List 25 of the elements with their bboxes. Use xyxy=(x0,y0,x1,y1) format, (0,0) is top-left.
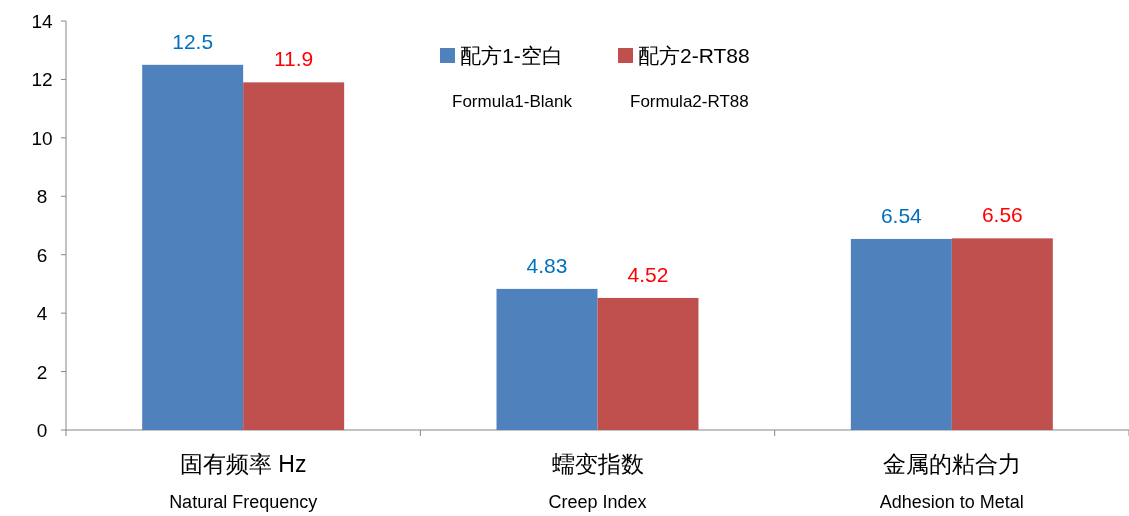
data-label: 4.52 xyxy=(627,262,669,286)
bar xyxy=(142,64,244,430)
y-tick-label: 4 xyxy=(36,303,48,325)
y-tick-label: 2 xyxy=(36,361,48,383)
bar xyxy=(850,238,952,430)
bar xyxy=(243,82,345,430)
data-label: 4.83 xyxy=(526,253,568,277)
legend-label: 配方1-空白 Formula1-Blank xyxy=(452,44,573,111)
legend-label: 配方2-RT88 Formula2-RT88 xyxy=(630,44,750,111)
bar xyxy=(597,297,699,430)
bar xyxy=(951,238,1053,430)
x-tick-label: 蠕变指数 Creep Index xyxy=(548,451,647,512)
y-tick-label: 14 xyxy=(31,11,53,32)
y-tick-label: 10 xyxy=(31,127,53,149)
y-tick-label: 0 xyxy=(36,420,48,441)
data-label: 6.56 xyxy=(981,203,1023,227)
data-label: 6.54 xyxy=(880,203,923,227)
y-tick-label: 6 xyxy=(36,244,48,266)
y-tick-label: 12 xyxy=(31,69,53,91)
x-tick-label: 固有频率 Hz Natural Frequency xyxy=(169,451,318,512)
bar xyxy=(496,288,598,430)
x-tick-label: 金属的粘合力 Adhesion to Metal xyxy=(879,451,1024,512)
data-label: 11.9 xyxy=(274,47,314,71)
data-label: 12.5 xyxy=(172,29,214,53)
y-tick-label: 8 xyxy=(36,186,48,208)
